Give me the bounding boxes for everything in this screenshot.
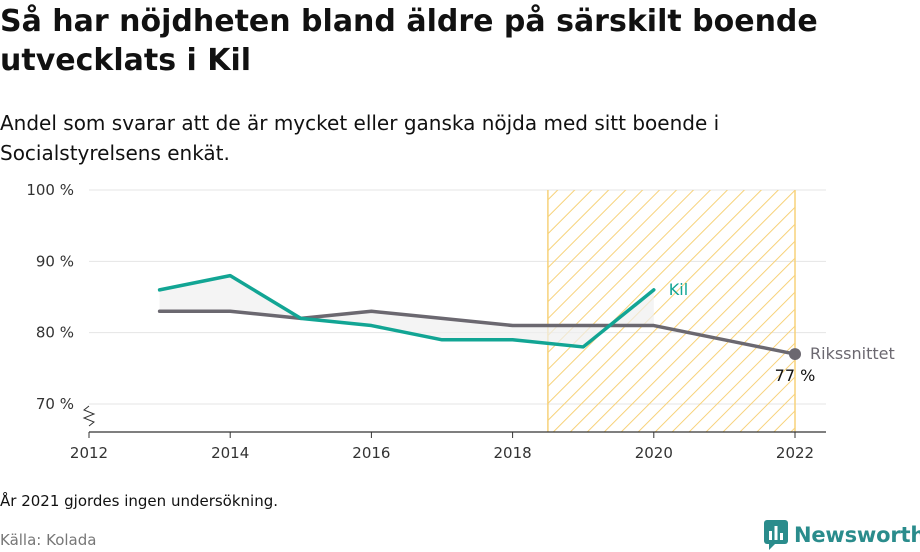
x-tick-label-2012: 2012 <box>70 444 108 462</box>
difference-area <box>159 275 654 347</box>
series-end-point-rikssnittet <box>789 348 801 361</box>
highlight-range <box>547 190 796 432</box>
x-tick-label-2014: 2014 <box>211 444 249 462</box>
y-tick-label-80: 80 % <box>36 324 74 342</box>
x-tick-label-2016: 2016 <box>352 444 390 462</box>
highlight-hatch <box>547 190 795 432</box>
x-tick-label-2022: 2022 <box>776 444 814 462</box>
y-tick-label-100: 100 % <box>26 181 74 199</box>
data-label-last-value: 77 % <box>775 366 816 385</box>
series-line-rikssnittet <box>157 309 797 356</box>
y-tick-label-90: 90 % <box>36 252 74 270</box>
line-chart: 70 % 80 % 90 % 100 % 2012 2014 2016 2018 2020 20… <box>26 181 895 462</box>
chart-subtitle: Andel som svarar att de är mycket eller … <box>0 111 720 165</box>
y-tick-label-70: 70 % <box>36 395 74 413</box>
series-line-kil <box>157 273 656 349</box>
footnote: År 2021 gjordes ingen undersökning. <box>0 492 279 510</box>
source-note: Källa: Kolada <box>0 531 97 549</box>
chart-title: Så har nöjdheten bland äldre på särskilt… <box>0 4 818 78</box>
x-tick-label-2020: 2020 <box>635 444 673 462</box>
series-label-rikssnittet: Rikssnittet <box>810 344 895 363</box>
axis-break-icon <box>82 405 96 427</box>
newsworthy-logo-icon <box>764 520 788 550</box>
x-tick-label-2018: 2018 <box>494 444 532 462</box>
brand-logo: Newsworthy <box>764 520 920 550</box>
series-label-kil: Kil <box>669 280 688 299</box>
brand-name: Newsworthy <box>794 523 920 547</box>
